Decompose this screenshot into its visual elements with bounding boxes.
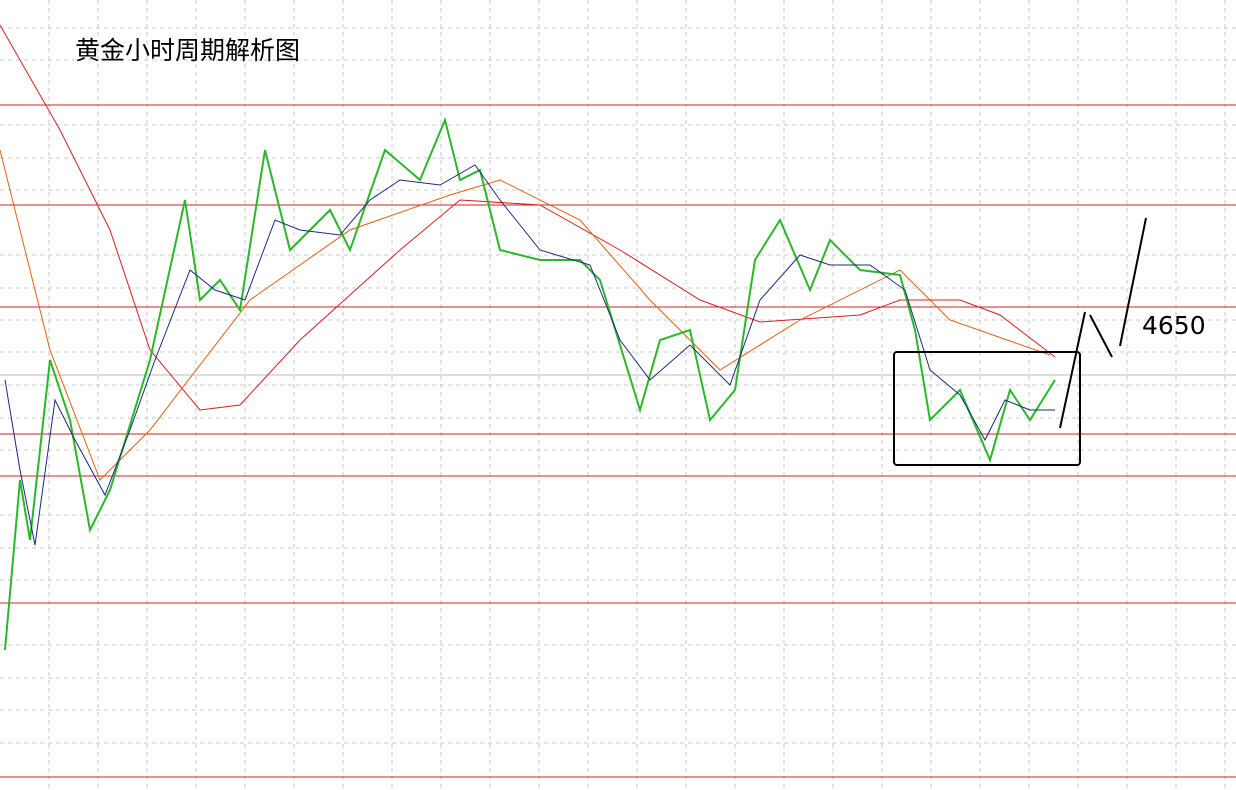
annotation: 4650	[1142, 311, 1206, 340]
ma-long	[0, 24, 1056, 411]
forecast-path	[1059, 217, 1147, 429]
price-path	[4, 116, 1056, 651]
levels	[0, 104, 1236, 778]
ma-mid	[0, 149, 1051, 481]
chart-title: 黄金小时周期解析图	[75, 36, 300, 65]
ma-short	[4, 164, 1055, 546]
focus-box	[893, 351, 1081, 466]
